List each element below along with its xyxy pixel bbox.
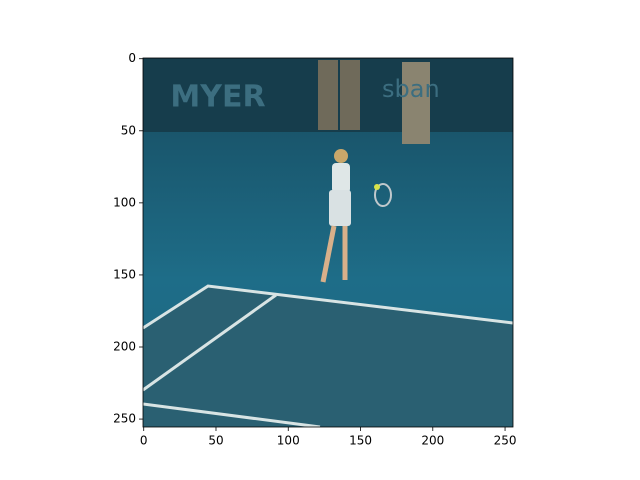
axes bbox=[142, 57, 514, 428]
y-tick-label: 100 bbox=[113, 195, 136, 209]
x-tick-label: 150 bbox=[349, 434, 372, 448]
player bbox=[320, 149, 392, 283]
x-tick-label: 250 bbox=[494, 434, 517, 448]
y-tick-label: 200 bbox=[113, 340, 136, 354]
y-tick-label: 250 bbox=[113, 412, 136, 426]
image-text: sban bbox=[382, 75, 440, 103]
y-tick-label: 0 bbox=[128, 51, 136, 65]
x-tick-label: 200 bbox=[421, 434, 444, 448]
image bbox=[143, 58, 513, 427]
image-text: MYER bbox=[170, 80, 265, 115]
service-area bbox=[143, 286, 513, 427]
axes-frame bbox=[142, 57, 514, 428]
x-tick-label: 50 bbox=[208, 434, 223, 448]
y-tick-label: 50 bbox=[121, 123, 136, 137]
x-tick-label: 100 bbox=[277, 434, 300, 448]
court-lines bbox=[143, 284, 513, 427]
x-tick-label: 0 bbox=[140, 434, 148, 448]
y-tick-label: 150 bbox=[113, 267, 136, 281]
ball-persons bbox=[318, 60, 430, 144]
